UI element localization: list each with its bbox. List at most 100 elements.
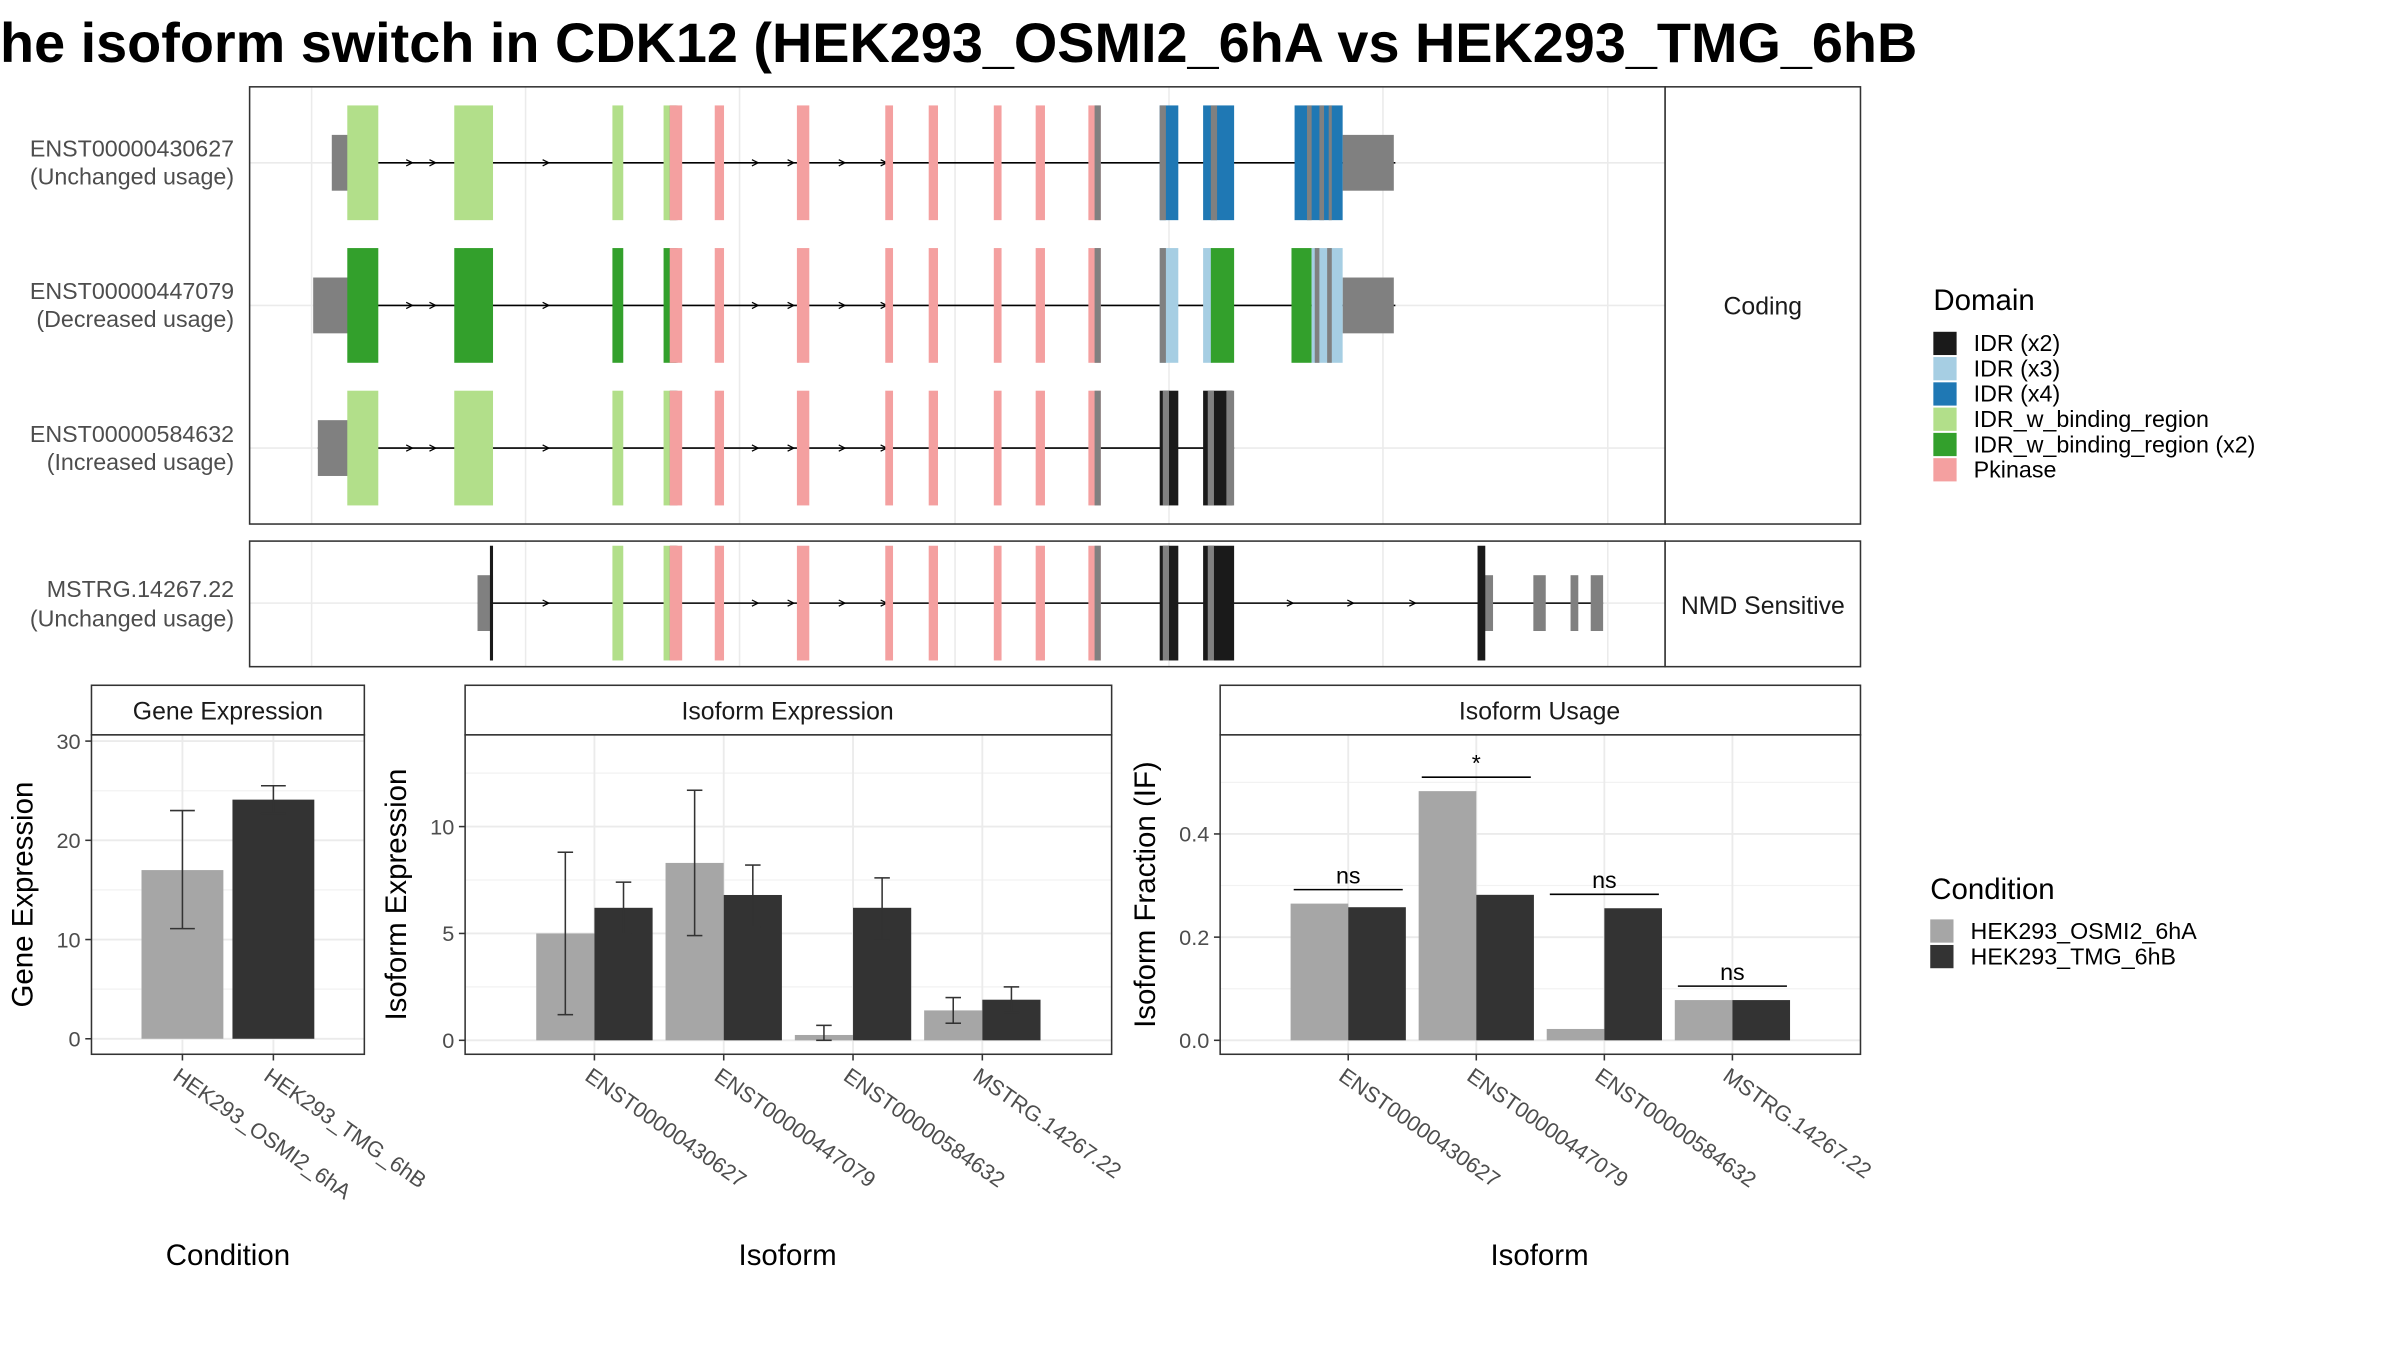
utr-block: [477, 575, 494, 632]
bar: [232, 799, 315, 1039]
pkinase-domain-block: [669, 390, 683, 506]
direction-arrow: [751, 159, 760, 167]
condition-legend-label: HEK293_OSMI2_6hA: [1971, 918, 2198, 944]
domain-legend-key: [1933, 432, 1957, 457]
idr-domain-block: [1294, 105, 1343, 221]
idr-domain-block: [1291, 248, 1312, 363]
isoform-expression-xlabel: Isoform: [739, 1239, 837, 1272]
condition-legend-key: [1930, 919, 1954, 943]
direction-arrow: [1347, 599, 1355, 607]
pkinase-domain-block: [796, 105, 810, 221]
exon-boundary-block: [1094, 248, 1101, 363]
pkinase-domain-block: [669, 248, 683, 363]
idr-domain-block: [612, 248, 624, 363]
domain-legend-key: [1933, 357, 1957, 381]
direction-arrow: [838, 444, 847, 452]
transcript-track-2: [313, 248, 1396, 363]
plot-background: [91, 734, 365, 1055]
direction-arrow: [405, 301, 414, 310]
bar: [1604, 908, 1662, 1041]
bar: [1732, 1000, 1791, 1041]
direction-arrow: [429, 444, 438, 452]
domain-legend-key: [1933, 407, 1957, 431]
pkinase-domain-block: [669, 105, 683, 221]
transcript-label-3: ENST00000584632: [30, 421, 234, 447]
pkinase-domain-block: [714, 390, 725, 506]
direction-arrow: [429, 301, 438, 310]
utr-block: [331, 134, 351, 191]
idr-domain-block: [489, 545, 494, 661]
isoform-expression-title: Isoform Expression: [681, 698, 893, 725]
direction-arrow: [542, 159, 551, 167]
pkinase-domain-block: [885, 248, 894, 363]
significance-label: ns: [1336, 862, 1361, 888]
bar: [1348, 907, 1406, 1041]
pkinase-domain-block: [928, 105, 938, 221]
pkinase-domain-block: [796, 248, 810, 363]
isoform-structure-plot: Coding NMD Sensitive ENST00000430627 (Un…: [30, 86, 1862, 668]
facet-strip-coding: [1664, 86, 1862, 525]
exon-boundary-block: [1094, 545, 1101, 661]
direction-arrow: [838, 599, 847, 607]
utr-block: [1342, 277, 1394, 334]
y-tick-label: 0.2: [1179, 925, 1209, 950]
domain-legend-label: IDR (x4): [1974, 381, 2061, 407]
pkinase-domain-block: [796, 390, 810, 506]
domain-legend-title: Domain: [1933, 284, 2034, 317]
domain-legend-label: Pkinase: [1974, 457, 2057, 483]
exon-boundary-block: [1226, 390, 1235, 506]
y-tick-label: 30: [56, 729, 80, 754]
pkinase-domain-block: [928, 248, 938, 363]
expression-charts: Gene Expression Condition Gene Expressio…: [7, 684, 1876, 1272]
exon-boundary-block: [1094, 105, 1101, 221]
exon-boundary-block: [1207, 545, 1214, 661]
condition-legend-key: [1930, 944, 1954, 969]
transcript-track-3: [317, 390, 1235, 506]
transcript-label-2: ENST00000447079: [30, 278, 234, 304]
direction-arrow: [787, 301, 796, 310]
utr-block: [313, 277, 351, 334]
transcript-usage-4: (Unchanged usage): [30, 605, 234, 631]
transcript-usage-2: (Decreased usage): [36, 306, 234, 332]
chart-panel-2: 0510ENST00000430627ENST00000447079ENST00…: [430, 734, 1126, 1192]
domain-legend-label: IDR (x3): [1974, 355, 2061, 381]
idr-domain-block: [454, 390, 494, 506]
transcript-usage-1: (Unchanged usage): [30, 163, 234, 189]
pkinase-domain-block: [885, 105, 894, 221]
exon-boundary-block: [1314, 248, 1320, 363]
isoform-usage-ylabel: Isoform Fraction (IF): [1129, 761, 1162, 1028]
gene-expression-xlabel: Condition: [166, 1239, 290, 1272]
transcript-track-1: [331, 105, 1396, 221]
exon-boundary-block: [1162, 390, 1170, 506]
idr-domain-block: [612, 390, 624, 506]
pkinase-domain-block: [885, 545, 894, 661]
idr-domain-block: [612, 105, 624, 221]
exon-boundary-block: [1210, 105, 1218, 221]
domain-legend-key: [1933, 382, 1957, 406]
direction-arrow: [787, 159, 796, 167]
bar: [1418, 791, 1477, 1041]
pkinase-domain-block: [993, 248, 1002, 363]
idr-domain-block: [1203, 105, 1235, 221]
isoform-usage-xlabel: Isoform: [1490, 1239, 1588, 1272]
pkinase-domain-block: [714, 105, 725, 221]
domain-legend-label: IDR_w_binding_region (x2): [1974, 431, 2256, 457]
exon-boundary-block: [1328, 105, 1332, 221]
direction-arrow: [405, 159, 414, 167]
utr-block: [1482, 575, 1494, 632]
exon-boundary-block: [1159, 248, 1166, 363]
isoform-usage-strip: [1219, 684, 1862, 736]
bar: [1476, 894, 1534, 1041]
pkinase-domain-block: [993, 105, 1002, 221]
transcript-label-1: ENST00000430627: [30, 136, 234, 162]
utr-block: [1533, 575, 1546, 632]
gene-expression-title: Gene Expression: [133, 698, 323, 725]
direction-arrow: [542, 301, 551, 310]
x-tick-label: HEK293_TMG_6hB: [260, 1063, 431, 1193]
plot-border: [1219, 734, 1862, 1056]
direction-arrow: [405, 444, 414, 452]
significance-label: ns: [1592, 867, 1617, 893]
